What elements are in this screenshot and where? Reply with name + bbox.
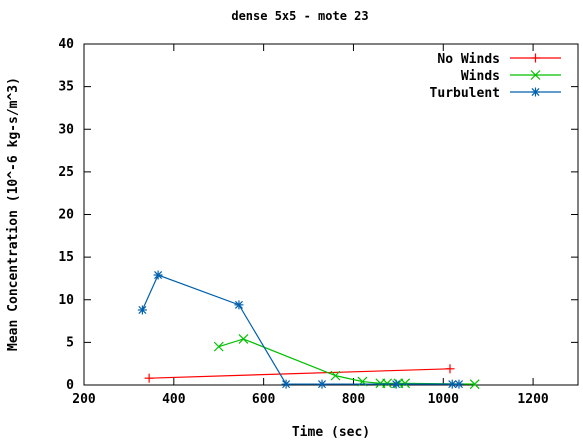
x-tick-label: 1200 (517, 392, 548, 407)
data-point-star (454, 379, 464, 389)
data-point-cross (469, 379, 480, 390)
series-line (218, 338, 475, 385)
data-point-plus (531, 53, 540, 63)
legend-label: No Winds (437, 52, 500, 67)
data-point-star (317, 379, 327, 389)
data-point-star (137, 305, 147, 315)
x-tick-label: 600 (252, 392, 276, 407)
data-point-star (234, 300, 244, 310)
data-point-cross (330, 370, 341, 381)
data-point-cross (382, 378, 393, 389)
data-point-cross (213, 341, 224, 352)
series-turbulent (137, 270, 464, 389)
x-axis-ticks: 200 400 600 800 1000 1200 (72, 44, 549, 407)
data-point-cross (530, 70, 541, 80)
x-tick-label: 1000 (428, 392, 459, 407)
y-tick-label: 25 (58, 165, 74, 180)
data-point-cross (238, 334, 249, 344)
legend: No Winds Winds Turbulent (430, 52, 561, 101)
legend-label: Turbulent (430, 86, 500, 101)
legend-label: Winds (461, 69, 500, 84)
data-point-plus (445, 364, 455, 374)
x-tick-label: 400 (162, 392, 186, 407)
series-no-winds (144, 364, 455, 383)
series-winds (213, 334, 480, 390)
data-point-star (391, 379, 401, 389)
y-tick-label: 40 (58, 37, 74, 52)
x-tick-label: 800 (342, 392, 366, 407)
data-point-star (281, 379, 291, 389)
plot-frame (83, 43, 579, 386)
data-point-star (153, 270, 163, 280)
y-tick-label: 20 (58, 208, 74, 223)
y-tick-label: 0 (66, 378, 74, 393)
y-tick-label: 35 (58, 80, 74, 95)
data-point-star (447, 379, 457, 389)
y-tick-label: 10 (58, 293, 74, 308)
series-layer (137, 270, 480, 390)
chart-title: dense 5x5 - mote 23 (231, 9, 368, 23)
y-tick-label: 5 (66, 335, 74, 350)
y-axis-ticks: 0 5 10 15 20 25 30 35 40 (58, 37, 578, 393)
x-tick-label: 200 (72, 392, 96, 407)
y-tick-label: 30 (58, 122, 74, 137)
series-line (141, 274, 459, 385)
series-line (149, 368, 451, 379)
y-axis-label: Mean Concentration (10^-6 kg-s/m^3) (6, 77, 21, 351)
data-point-star (531, 87, 540, 97)
data-point-cross (400, 378, 411, 389)
y-tick-label: 15 (58, 250, 74, 265)
x-axis-label: Time (sec) (292, 425, 370, 440)
data-point-plus (144, 373, 154, 383)
